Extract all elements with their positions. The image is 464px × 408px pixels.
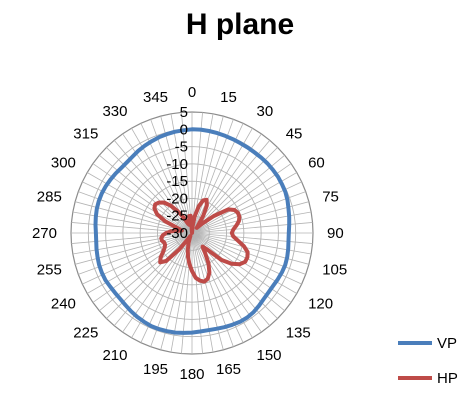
angle-label-90: 90 (327, 225, 344, 242)
grid-spoke (191, 222, 313, 234)
grid-spoke (191, 232, 292, 303)
grid-spoke (99, 232, 193, 312)
angle-label-135: 135 (286, 325, 311, 342)
angle-label-75: 75 (322, 189, 339, 206)
grid-spoke (191, 232, 203, 354)
grid-spoke (191, 232, 214, 353)
angle-label-315: 315 (73, 125, 98, 142)
angle-label-345: 345 (143, 89, 168, 106)
angle-label-0: 0 (188, 84, 196, 101)
grid-spoke (191, 211, 312, 234)
series-layer (93, 127, 292, 335)
grid-spoke (87, 172, 193, 234)
grid-spoke (106, 147, 193, 234)
grid-spoke (92, 163, 193, 234)
grid-spoke (82, 232, 193, 285)
angle-label-270: 270 (32, 225, 57, 242)
series-line-hp (152, 197, 250, 284)
angle-label-30: 30 (257, 103, 274, 120)
angle-label-300: 300 (51, 155, 76, 172)
radial-tick-label: -15 (166, 173, 188, 190)
angle-label-255: 255 (37, 262, 62, 279)
radial-tick-label: -30 (166, 225, 188, 242)
angle-label-225: 225 (73, 325, 98, 342)
angle-label-120: 120 (308, 296, 333, 313)
angle-label-45: 45 (286, 125, 303, 142)
legend: VP HP (398, 335, 458, 387)
grid-spoke (71, 232, 193, 244)
grid-spoke (191, 112, 203, 234)
angle-label-165: 165 (216, 361, 241, 378)
angle-label-105: 105 (322, 262, 347, 279)
radial-tick-label: -20 (166, 190, 188, 207)
grid-spoke (72, 232, 193, 255)
angle-label-240: 240 (51, 296, 76, 313)
angle-label-150: 150 (257, 347, 282, 364)
angle-label-180: 180 (179, 366, 204, 383)
radial-tick-label: 5 (180, 104, 188, 121)
series-line-vp (93, 127, 292, 335)
grid-spoke (191, 232, 285, 312)
angle-label-195: 195 (143, 361, 168, 378)
radial-tick-label: -5 (175, 139, 188, 156)
grid-spoke (75, 201, 193, 234)
angle-label-210: 210 (102, 347, 127, 364)
legend-label-hp: HP (437, 370, 458, 387)
grid-spoke (75, 232, 193, 265)
legend-label-vp: VP (437, 335, 457, 352)
grid-spoke (191, 232, 309, 265)
grid-spoke (99, 154, 193, 234)
grid-spoke (78, 232, 193, 275)
angle-label-330: 330 (102, 103, 127, 120)
radial-tick-labels: 50-5-10-15-20-25-30 (166, 104, 188, 242)
radial-tick-label: 0 (180, 121, 188, 138)
grid-spoke (87, 232, 193, 294)
grid-spoke (191, 232, 312, 255)
chart-title: H plane (186, 8, 294, 41)
radial-tick-label: -10 (166, 156, 188, 173)
angle-label-15: 15 (220, 89, 237, 106)
grid-spoke (191, 232, 313, 244)
grid-spoke (106, 232, 193, 319)
grid-spoke (181, 112, 193, 234)
grid-spoke (191, 232, 244, 343)
grid-spoke (92, 232, 193, 303)
radial-tick-label: -25 (166, 208, 188, 225)
grid-spoke (113, 140, 193, 234)
angle-label-60: 60 (308, 155, 325, 172)
angle-label-285: 285 (37, 189, 62, 206)
